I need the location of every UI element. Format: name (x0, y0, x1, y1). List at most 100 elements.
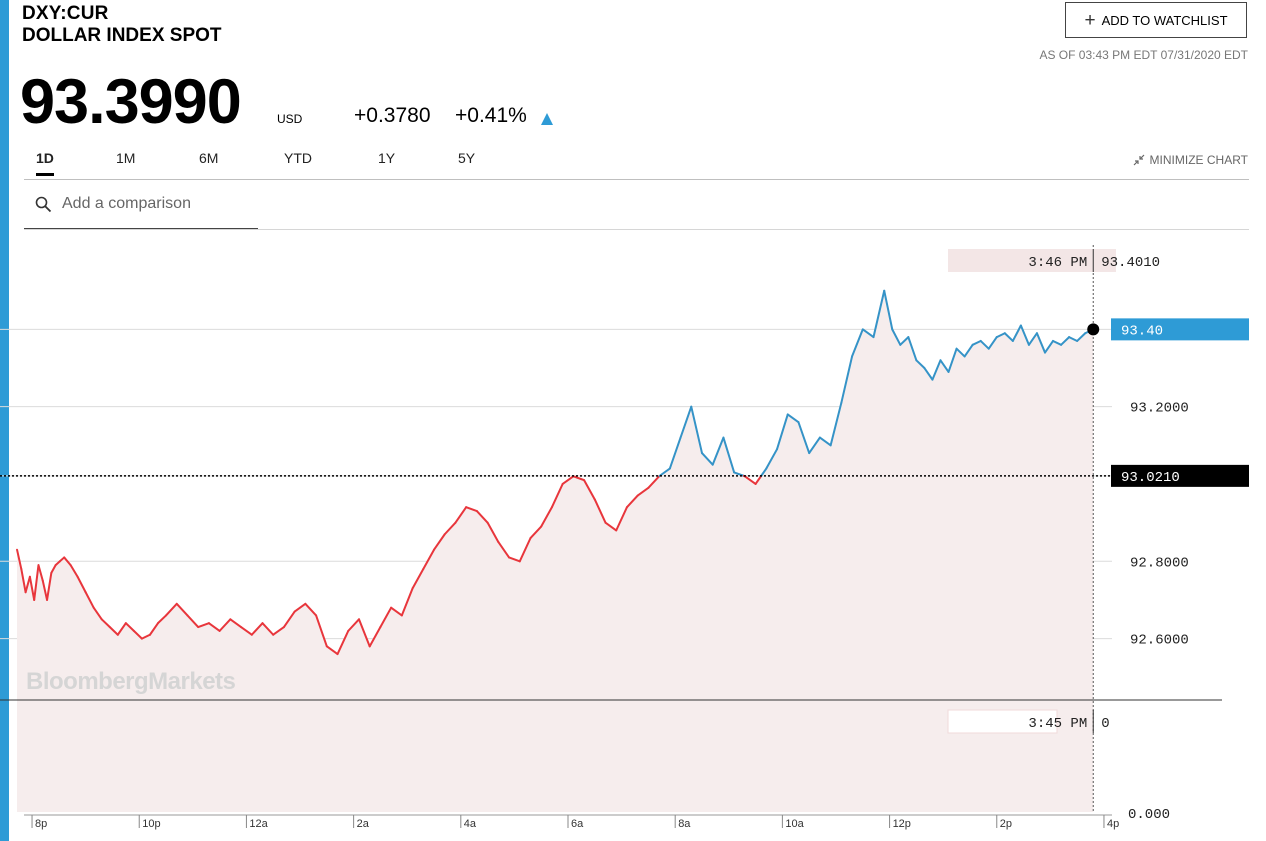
price-line-segment (1052, 339, 1063, 346)
price-line-segment (84, 591, 95, 609)
price-line-segment (336, 629, 350, 656)
price-line-segment (108, 626, 119, 636)
x-tick-label: 12p (893, 818, 911, 830)
tab-ytd[interactable]: YTD (284, 150, 312, 166)
instrument-name: DOLLAR INDEX SPOT (22, 25, 222, 46)
price-line-segment (939, 359, 950, 373)
x-tick-label: 10a (785, 818, 804, 830)
price-line-segment (357, 618, 371, 648)
price-line-segment (561, 475, 575, 485)
price-line-segment (486, 521, 500, 543)
price-line-segment (754, 474, 763, 485)
price-line-segment (604, 521, 618, 532)
price-line-segment (518, 537, 532, 563)
price-line-segment (282, 610, 296, 629)
x-axis-ticks: 8p 10p 12a 2a 4a 6a 8a 10a 12p 2p 4p (24, 814, 1119, 830)
price-line-segment (1044, 339, 1055, 354)
tab-1m[interactable]: 1M (116, 150, 136, 166)
price-line-segment (872, 289, 886, 339)
price-line-segment (722, 436, 736, 474)
price-line-segment (840, 355, 854, 404)
price-line-segment (690, 405, 703, 455)
watermark: BloombergMarkets (26, 668, 236, 695)
current-price-badge (1111, 318, 1249, 341)
add-to-watchlist-button[interactable]: + ADD TO WATCHLIST (1065, 2, 1247, 38)
price-change-percent: +0.41% (455, 104, 527, 127)
price-line-segment (207, 622, 221, 632)
price-line-segment (411, 568, 425, 590)
price-line-segment (1035, 332, 1047, 354)
price-line-segment (175, 602, 189, 617)
x-tick-label: 10p (142, 818, 160, 830)
price-line-segment (116, 622, 127, 636)
tab-5y[interactable]: 5Y (458, 150, 476, 166)
price-line-segment (315, 614, 328, 648)
price-line-segment (647, 475, 661, 489)
price-line-segment (583, 479, 596, 501)
price-line-segment (400, 587, 414, 617)
price-line-segment (1060, 336, 1071, 346)
price-change: +0.3780 (354, 104, 431, 127)
tab-1y[interactable]: 1Y (378, 150, 396, 166)
price-line-segment (899, 336, 910, 346)
accent-bar (0, 0, 9, 841)
price-line-segment (454, 506, 468, 524)
current-price-label: 93.40 (1121, 323, 1163, 339)
comparison-search (24, 188, 258, 229)
price-line-segment (33, 564, 40, 601)
minimize-arrows-icon (1133, 154, 1144, 166)
price-line-segment (540, 506, 553, 528)
x-tick-label: 8a (678, 818, 691, 830)
price-line-segment (923, 367, 934, 381)
minimize-chart-button[interactable]: MINIMIZE CHART (1133, 153, 1248, 167)
price-line-segment (776, 413, 789, 451)
price-line-segment (443, 521, 457, 536)
price-line-segment (818, 436, 832, 447)
price-line-segment (132, 629, 143, 640)
currency-code: USD (277, 112, 303, 126)
price-line-segment (1027, 332, 1038, 346)
price-line-segment (987, 336, 998, 350)
price-line-segment (797, 421, 811, 455)
price-line-segment (765, 448, 779, 470)
price-line-segment (100, 618, 111, 629)
price-line-segment (947, 347, 958, 373)
x-tick-label: 12a (249, 818, 268, 830)
price-line-segment (679, 405, 693, 439)
price-line-segment (304, 602, 318, 617)
price-line-segment (272, 626, 285, 636)
x-tick-label: 4a (464, 818, 477, 830)
price-line-segment (851, 328, 864, 358)
chart-top-divider (24, 229, 1249, 230)
price-line-segment (743, 475, 757, 485)
price-line-segment (379, 606, 393, 629)
crosshair-readout-box (948, 249, 1116, 272)
tab-1d[interactable]: 1D (36, 150, 54, 176)
price-line-segment (156, 614, 168, 625)
price-line-segment (140, 633, 151, 640)
y-tick-label: 92.8000 (1130, 555, 1189, 571)
price-line-segment (808, 436, 821, 455)
price-line-segment (28, 575, 36, 601)
price-line-segment (1003, 332, 1014, 342)
price-line-segment (16, 548, 23, 571)
x-tick-label: 8p (35, 818, 47, 830)
x-tick-label: 2a (357, 818, 370, 830)
crosshair-time: 3:46 PM (1028, 255, 1087, 271)
tab-6m[interactable]: 6M (199, 150, 219, 166)
add-to-watchlist-label: ADD TO WATCHLIST (1101, 12, 1228, 28)
plus-icon: + (1084, 9, 1096, 31)
price-line-segment (861, 328, 875, 339)
price-line-segment (422, 548, 436, 571)
up-triangle-icon (541, 113, 553, 125)
price-line-segment (368, 626, 382, 648)
price-line-segment (218, 618, 232, 632)
comparison-search-input[interactable] (62, 190, 252, 218)
price-line-segment (550, 482, 564, 509)
price-line-segment (124, 622, 135, 632)
price-line-segment (615, 506, 628, 532)
price-line-segment (46, 571, 53, 601)
x-tick-label: 2p (1000, 818, 1012, 830)
price-line-segment (497, 540, 511, 559)
